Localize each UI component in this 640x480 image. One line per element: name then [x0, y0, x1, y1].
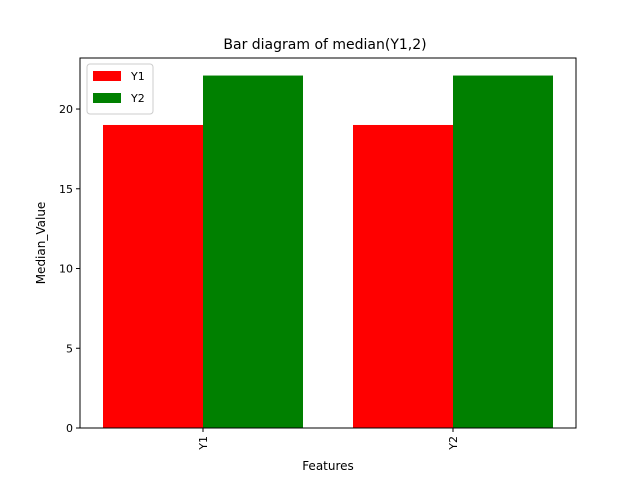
- legend-label-y1: Y1: [130, 70, 145, 83]
- y-tick-label: 15: [59, 183, 73, 196]
- plot-frame: [79, 57, 577, 429]
- x-axis: Y1 Y2: [197, 428, 460, 451]
- bars-layer: [103, 75, 553, 429]
- y-tick-label: 5: [66, 342, 73, 355]
- bar-y2-y1: [203, 75, 303, 429]
- bar-y1-y2: [353, 124, 453, 428]
- chart-title: Bar diagram of median(Y1,2): [223, 37, 426, 53]
- legend: Y1 Y2: [86, 63, 154, 115]
- bar-y1-y1: [103, 124, 203, 428]
- x-tick-label: Y2: [447, 436, 460, 451]
- x-tick-label: Y1: [197, 436, 210, 451]
- y-tick-label: 0: [66, 422, 73, 435]
- y-axis-label: Median_Value: [34, 202, 48, 285]
- x-axis-label: Features: [302, 459, 354, 473]
- y-axis: 0 5 10 15 20: [59, 103, 80, 435]
- legend-swatch-y2: [93, 93, 121, 103]
- y-tick-label: 20: [59, 103, 73, 116]
- legend-swatch-y1: [93, 71, 121, 81]
- bar-y2-y2: [453, 75, 553, 429]
- y-tick-label: 10: [59, 263, 73, 276]
- legend-label-y2: Y2: [130, 92, 145, 105]
